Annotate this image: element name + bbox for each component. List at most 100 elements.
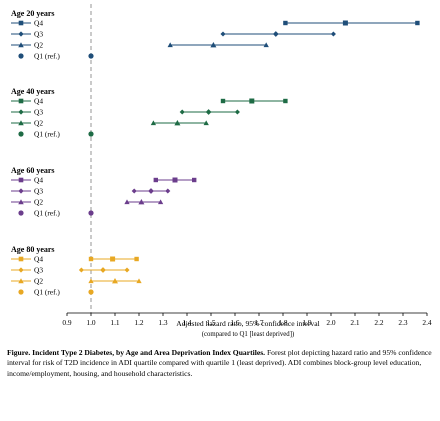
x-tick-label: 1.7: [254, 318, 264, 327]
ci-upper-marker: [263, 42, 269, 48]
point-estimate: [110, 256, 116, 262]
ci-upper-marker: [192, 177, 197, 183]
row-label: Q2: [34, 277, 43, 286]
ci-lower-marker: [283, 20, 288, 26]
ci-lower-marker: [167, 42, 173, 48]
x-axis-label: Adjusted hazard ratio, 95% confidence in…: [176, 319, 319, 328]
x-tick-label: 0.9: [62, 318, 72, 327]
ci-lower-marker: [131, 188, 137, 194]
point-estimate: [342, 20, 348, 26]
row-label: Q2: [34, 41, 43, 50]
reference-point: [88, 210, 94, 216]
x-tick-label: 1.2: [134, 318, 144, 327]
legend-marker: [18, 109, 24, 115]
point-estimate: [205, 109, 212, 115]
ci-upper-marker: [234, 109, 240, 115]
legend-marker: [18, 210, 24, 216]
reference-point: [88, 131, 94, 137]
row-label: Q3: [34, 266, 43, 275]
legend-marker: [18, 278, 24, 284]
x-tick-label: 1.5: [206, 318, 216, 327]
row-label: Q1 (ref.): [34, 288, 60, 297]
row-label: Q4: [34, 19, 43, 28]
row-label: Q3: [34, 30, 43, 39]
row-label: Q4: [34, 255, 43, 264]
ci-lower-marker: [220, 98, 226, 104]
point-estimate: [174, 120, 181, 126]
ci-lower-marker: [179, 109, 185, 115]
row-label: Q1 (ref.): [34, 209, 60, 218]
ci-upper-marker: [157, 199, 164, 205]
ci-lower-marker: [88, 256, 94, 262]
legend-marker: [18, 289, 24, 295]
ci-upper-marker: [415, 20, 420, 26]
x-tick-label: 1.8: [278, 318, 288, 327]
point-estimate: [210, 42, 217, 48]
ci-lower-marker: [220, 31, 226, 37]
row-label: Q1 (ref.): [34, 52, 60, 61]
x-axis: 0.9 1.0 1.1 1.2 1.3 1.4 1.5 1.6 1.7 1.8 1.9 2.0 2.1 2…: [62, 312, 432, 327]
x-tick-label: 2.0: [326, 318, 336, 327]
ci-upper-marker: [203, 120, 209, 126]
x-tick-label: 1.1: [110, 318, 120, 327]
point-estimate: [172, 177, 178, 183]
point-estimate: [112, 278, 118, 284]
point-estimate: [148, 188, 154, 194]
group-label: Age 80 years: [11, 245, 55, 254]
reference-point: [88, 53, 94, 59]
ci-lower-marker: [124, 199, 130, 205]
legend-marker: [18, 267, 24, 273]
legend-marker: [18, 98, 24, 104]
row-label: Q3: [34, 187, 43, 196]
point-estimate: [249, 98, 255, 104]
x-axis-sublabel: (compared to Q1 [least deprived]): [202, 331, 294, 338]
legend-marker: [18, 120, 24, 126]
x-tick-label: 1.3: [158, 318, 168, 327]
caption-body: Forest plot depicting hazard ratio and 9…: [7, 348, 432, 378]
legend-marker: [18, 42, 24, 48]
row-label: Q2: [34, 119, 43, 128]
ci-lower-marker: [150, 120, 157, 126]
x-tick-label: 2.2: [374, 318, 384, 327]
group-label: Age 20 years: [11, 9, 55, 18]
ci-upper-marker: [136, 278, 142, 284]
x-tick-label: 1.4: [182, 318, 192, 327]
ci-lower-marker: [78, 267, 84, 273]
x-tick-label: 2.3: [398, 318, 408, 327]
reference-point: [88, 289, 94, 295]
legend-marker: [18, 199, 24, 205]
row-label: Q4: [34, 176, 43, 185]
ci-upper-marker: [330, 31, 336, 37]
figure-caption: Figure. Incident Type 2 Diabetes, by Age…: [7, 348, 435, 379]
point-estimate: [138, 199, 145, 205]
x-tick-label: 1.6: [230, 318, 240, 327]
group-label: Age 60 years: [11, 166, 55, 175]
legend-marker: [18, 20, 24, 26]
ci-lower-marker: [88, 278, 94, 284]
ci-upper-marker: [165, 188, 171, 194]
group-label: Age 40 years: [11, 87, 55, 96]
point-estimate: [100, 267, 106, 273]
legend-marker: [18, 53, 24, 59]
row-label: Q3: [34, 108, 43, 117]
row-label: Q1 (ref.): [34, 130, 60, 139]
ci-upper-marker: [283, 98, 288, 104]
legend-marker: [18, 31, 24, 37]
legend-marker: [18, 188, 24, 194]
x-tick-label: 1.0: [86, 318, 96, 327]
ci-upper-marker: [124, 267, 130, 273]
row-label: Q2: [34, 198, 43, 207]
legend-marker: [18, 256, 24, 262]
caption-title: Figure. Incident Type 2 Diabetes, by Age…: [7, 348, 266, 357]
legend-marker: [18, 131, 24, 137]
ci-upper-marker: [134, 256, 139, 262]
row-label: Q4: [34, 97, 43, 106]
x-tick-label: 2.4: [422, 318, 432, 327]
point-estimate: [272, 31, 279, 37]
